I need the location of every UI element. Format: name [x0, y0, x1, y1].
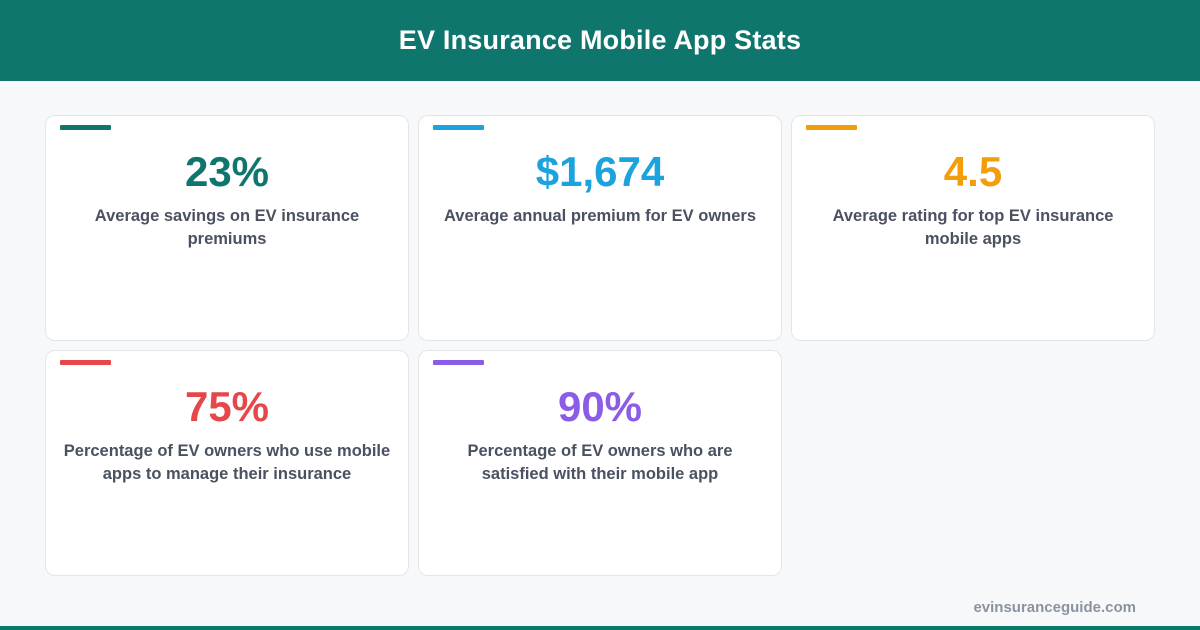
footer-bar	[0, 626, 1200, 630]
stat-label: Average savings on EV insurance premiums	[94, 207, 360, 248]
card-accent-bar	[806, 125, 857, 130]
footer-website: evinsuranceguide.com	[973, 599, 1136, 616]
card-accent-bar	[433, 360, 484, 365]
stat-value: 75%	[184, 383, 270, 430]
stat-value: 4.5	[943, 148, 1003, 195]
stat-card-app-usage: 75% Percentage of EV owners who use mobi…	[45, 350, 409, 576]
stat-card-rating: 4.5 Average rating for top EV insurance …	[791, 115, 1155, 341]
stat-card-savings: 23% Average savings on EV insurance prem…	[45, 115, 409, 341]
card-accent-bar	[433, 125, 484, 130]
stat-card-satisfaction: 90% Percentage of EV owners who are sati…	[418, 350, 782, 576]
card-accent-bar	[60, 125, 111, 130]
stat-value: 90%	[557, 383, 643, 430]
stat-value: $1,674	[535, 148, 665, 195]
stat-value: 23%	[184, 148, 270, 195]
stat-label: Average annual premium for EV owners	[443, 207, 757, 225]
stat-card-premium: $1,674 Average annual premium for EV own…	[418, 115, 782, 341]
stat-label: Average rating for top EV insurance mobi…	[832, 207, 1114, 248]
header-banner: EV Insurance Mobile App Stats	[0, 0, 1200, 81]
card-accent-bar	[60, 360, 111, 365]
page-title: EV Insurance Mobile App Stats	[398, 25, 802, 55]
stat-label: Percentage of EV owners who are satisfie…	[467, 442, 733, 483]
stat-label: Percentage of EV owners who use mobile a…	[63, 442, 391, 483]
